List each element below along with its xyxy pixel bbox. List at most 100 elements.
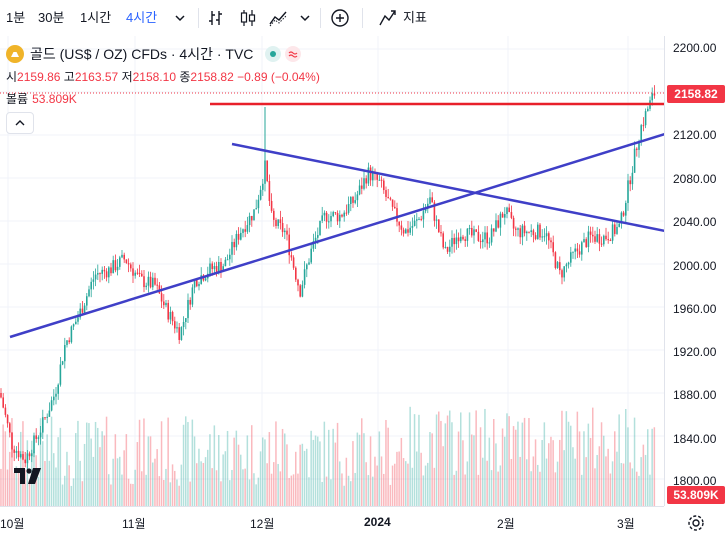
- interval-4h[interactable]: 4시간: [126, 10, 158, 25]
- chart-pane[interactable]: [0, 36, 664, 506]
- interval-30m[interactable]: 30분: [38, 10, 65, 25]
- interval-1h[interactable]: 1시간: [80, 10, 112, 25]
- volume-bar: [358, 434, 361, 506]
- volume-bar: [385, 419, 387, 506]
- volume-bar: [444, 423, 447, 506]
- volume-bar: [317, 436, 319, 506]
- candle-body: [229, 254, 231, 260]
- tradingview-logo-icon[interactable]: [14, 466, 42, 486]
- candle-body: [350, 196, 352, 205]
- volume-bar: [196, 463, 198, 506]
- interval-1m[interactable]: 1분: [6, 10, 26, 25]
- candle-body: [297, 279, 299, 286]
- volume-bar: [607, 448, 609, 506]
- volume-bar: [141, 471, 143, 506]
- collapse-legend-button[interactable]: [6, 112, 34, 134]
- symbol-title[interactable]: 골드 (US$ / OZ) CFDs · 4시간 · TVC: [30, 46, 254, 62]
- candlestick-chart[interactable]: [0, 36, 664, 506]
- candle-body: [493, 228, 495, 232]
- candle-body: [323, 212, 326, 216]
- price-label: 2000.00: [673, 259, 717, 273]
- candle-body: [266, 160, 268, 182]
- candle-body: [299, 285, 301, 297]
- candle-body: [292, 257, 295, 268]
- candle-body: [125, 259, 128, 264]
- candle-body: [35, 435, 37, 439]
- candle-body: [462, 236, 464, 240]
- bar-chart-type-icon[interactable]: [207, 8, 227, 28]
- candle-body: [365, 178, 367, 184]
- volume-label[interactable]: 볼륨: [6, 92, 29, 106]
- candle-chart-type-icon[interactable]: [238, 8, 258, 28]
- volume-bar: [545, 458, 548, 506]
- volume-bar: [398, 451, 400, 506]
- candle-body: [134, 272, 136, 276]
- candle-body: [455, 237, 458, 245]
- candle-body: [409, 227, 411, 233]
- candle-body: [339, 214, 341, 222]
- chevron-down-icon[interactable]: [295, 8, 315, 28]
- candle-body: [218, 262, 220, 273]
- candle-body: [244, 229, 246, 232]
- candle-body: [15, 450, 18, 453]
- volume-bar: [50, 416, 53, 506]
- candle-body: [629, 180, 631, 185]
- candle-body: [354, 200, 356, 203]
- volume-bar: [55, 467, 57, 506]
- candle-body: [567, 262, 570, 265]
- candle-body: [240, 232, 242, 240]
- volume-bar: [262, 437, 264, 506]
- volume-bar: [587, 423, 590, 506]
- volume-bar: [552, 440, 554, 506]
- candle-body: [356, 194, 359, 201]
- volume-bar: [0, 468, 2, 506]
- descending-trendline[interactable]: [231, 142, 664, 243]
- volume-bar: [541, 440, 543, 506]
- candle-body: [422, 211, 425, 220]
- candle-body: [64, 345, 66, 362]
- volume-bar: [501, 428, 504, 506]
- volume-bar: [28, 479, 31, 506]
- area-chart-type-icon[interactable]: [268, 8, 288, 28]
- candle-body: [231, 241, 233, 255]
- volume-bar: [237, 444, 240, 506]
- candle-body: [565, 264, 568, 267]
- candle-body: [9, 423, 11, 433]
- volume-bar: [57, 437, 59, 506]
- candle-body: [154, 277, 156, 285]
- volume-bar: [53, 453, 55, 506]
- candle-body: [345, 212, 348, 214]
- delayed-data-icon[interactable]: [285, 46, 302, 62]
- volume-bar: [642, 444, 645, 506]
- plus-circle-icon[interactable]: [330, 8, 350, 28]
- volume-bar: [653, 427, 656, 506]
- candle-body: [510, 212, 513, 218]
- ascending-trendline[interactable]: [9, 125, 664, 339]
- market-open-icon[interactable]: [265, 46, 282, 62]
- candle-body: [127, 263, 130, 265]
- candle-body: [376, 173, 378, 180]
- candle-body: [449, 246, 451, 252]
- candle-body: [33, 435, 35, 454]
- candle-body: [369, 167, 372, 181]
- indicators-icon[interactable]: [378, 8, 398, 28]
- volume-bar: [264, 439, 266, 506]
- candle-body: [99, 273, 101, 275]
- volume-bar: [424, 465, 427, 506]
- candle-body: [389, 198, 392, 200]
- volume-bar: [22, 421, 24, 506]
- volume-bar: [638, 475, 640, 506]
- settings-gear-icon[interactable]: [686, 513, 706, 533]
- price-axis[interactable]: 2200.00 2158.82 2120.00 2080.00 2040.00 …: [664, 36, 725, 506]
- volume-bar: [275, 421, 277, 506]
- candle-body: [277, 219, 279, 226]
- volume-bar: [486, 460, 488, 506]
- candle-body: [204, 278, 207, 281]
- indicators-button[interactable]: 지표: [403, 10, 427, 25]
- candle-body: [108, 267, 110, 278]
- candle-body: [526, 231, 528, 234]
- time-axis[interactable]: 10월 11월 12월 2024 2월 3월: [0, 506, 664, 541]
- chevron-down-icon[interactable]: [170, 8, 190, 28]
- candle-body: [552, 242, 554, 253]
- candle-body: [253, 209, 255, 221]
